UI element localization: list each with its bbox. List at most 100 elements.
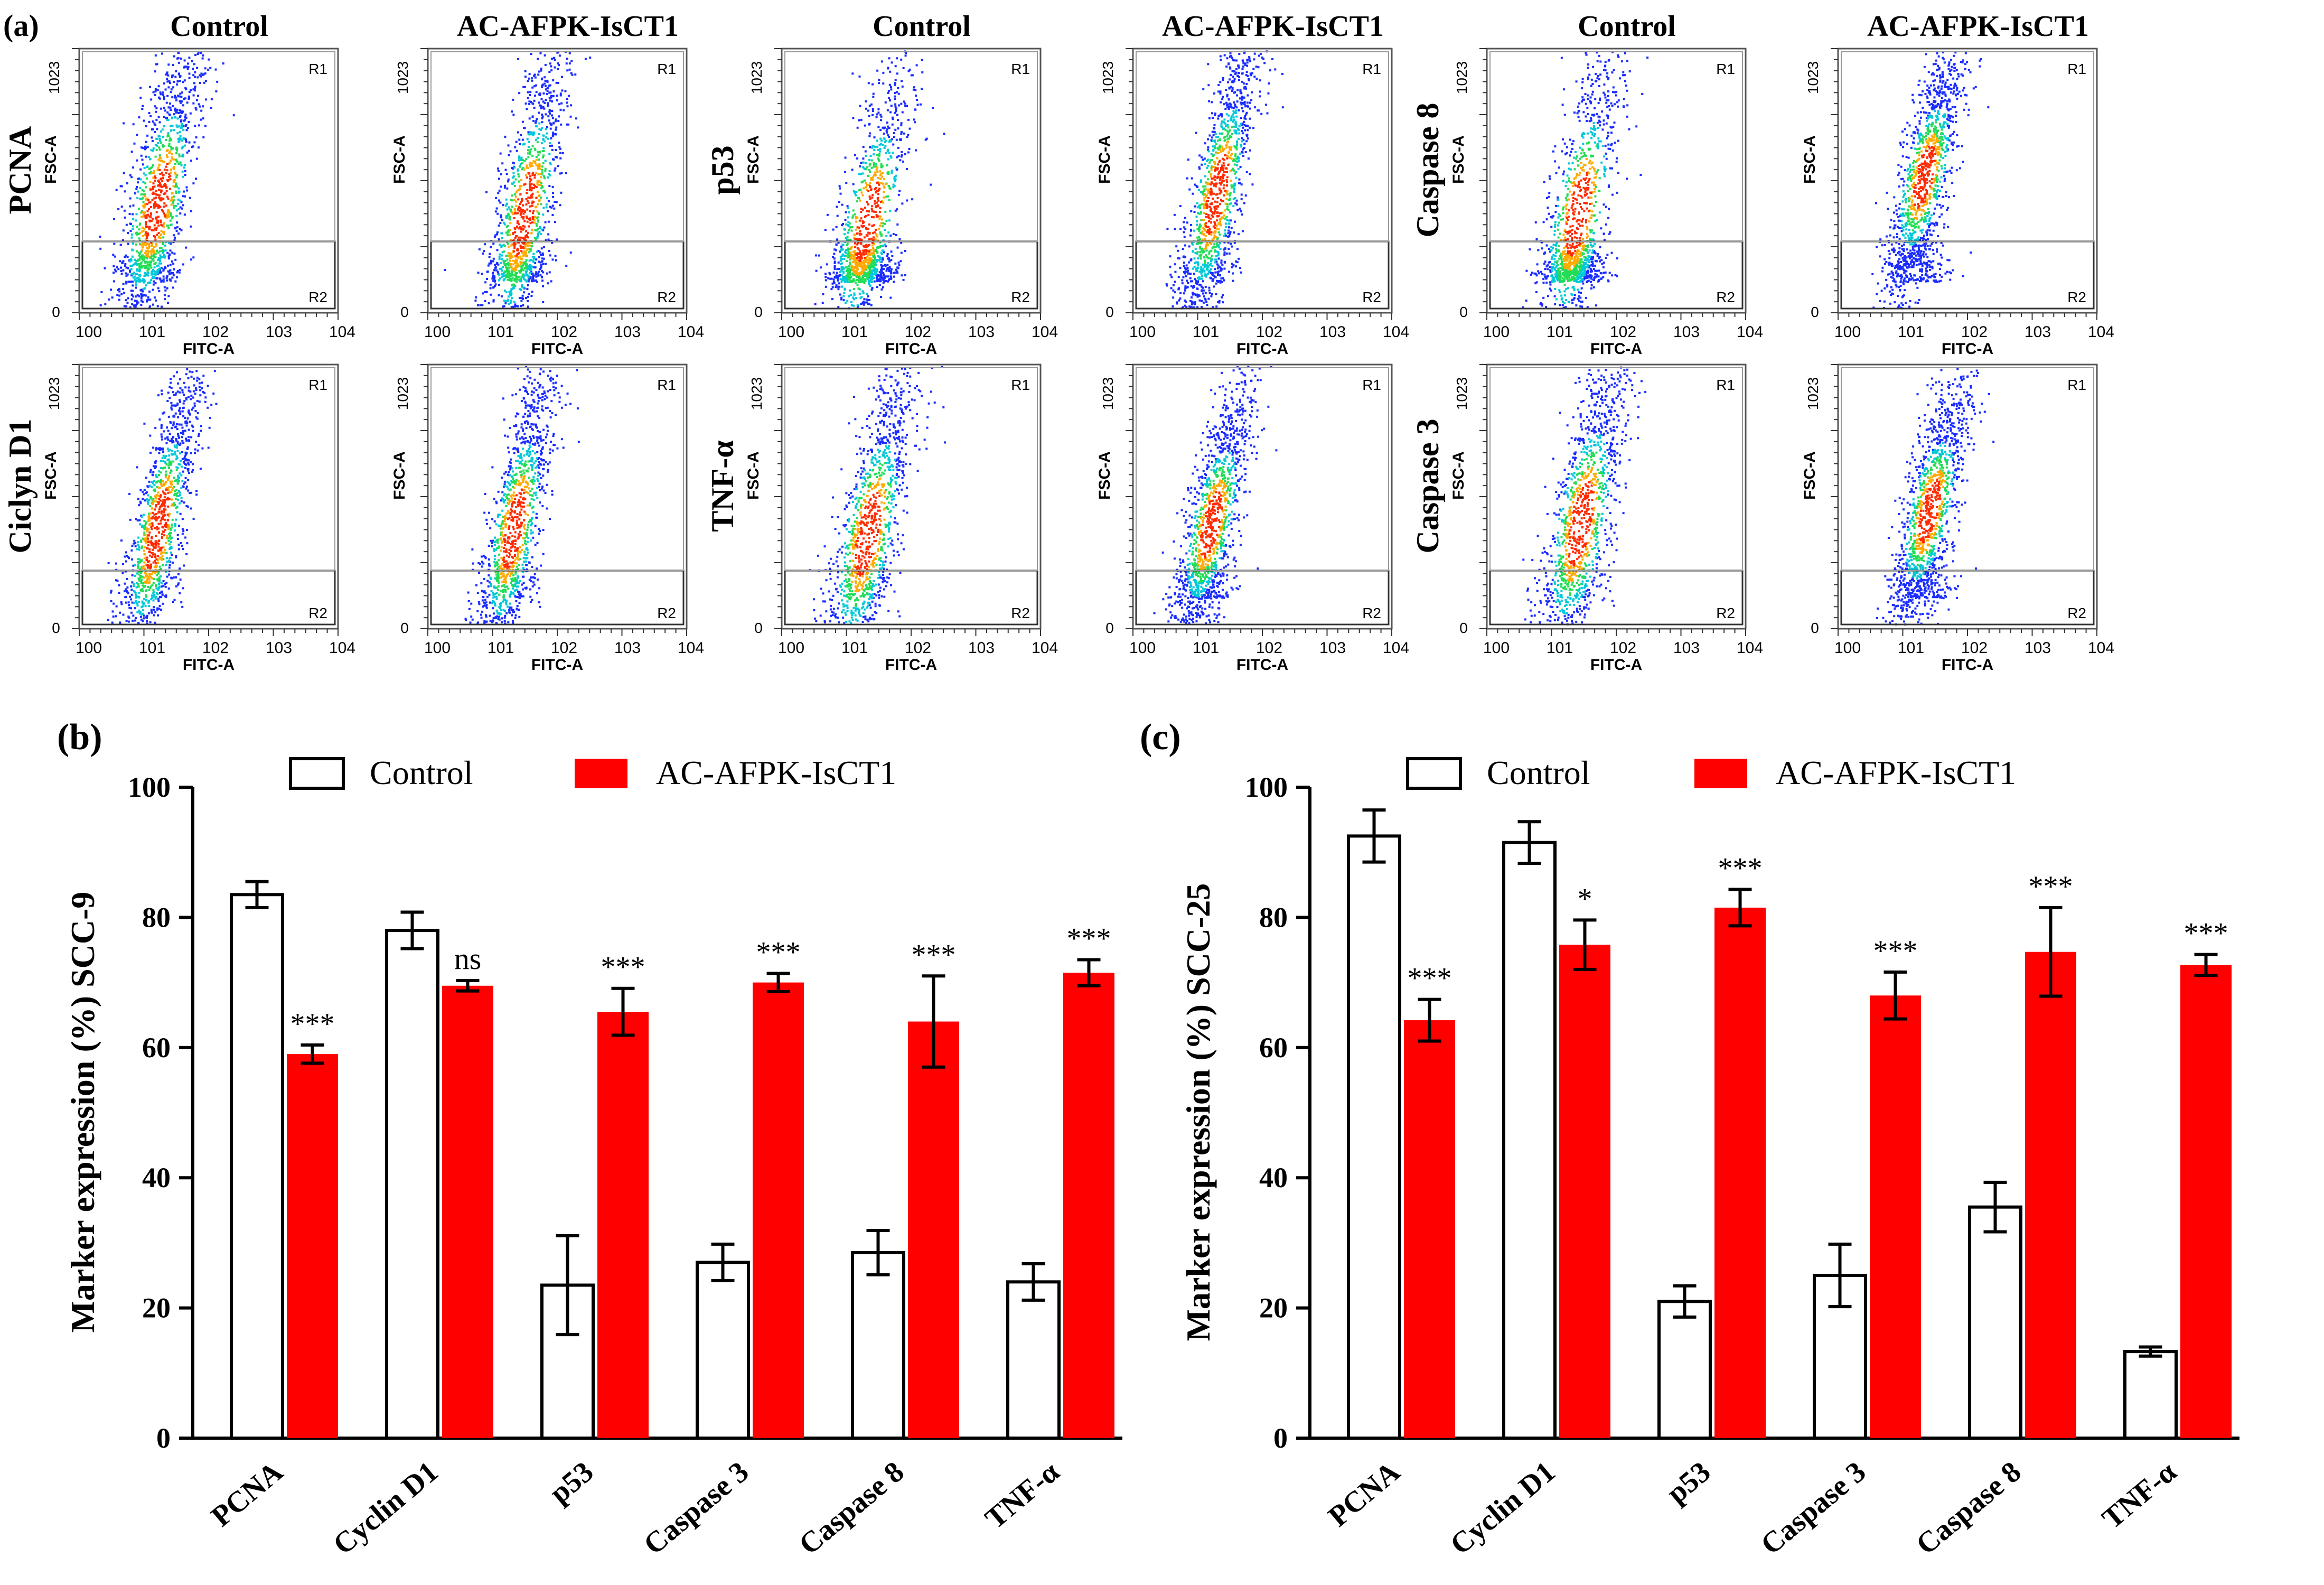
- event-dot: [143, 172, 145, 175]
- event-dot: [870, 304, 873, 306]
- event-dot: [865, 253, 867, 255]
- event-dot: [548, 119, 550, 122]
- event-dot: [889, 111, 892, 114]
- event-dot: [173, 195, 175, 198]
- event-dot: [1193, 273, 1195, 275]
- event-dot: [536, 125, 538, 128]
- event-dot: [1204, 185, 1207, 188]
- event-dot: [1259, 79, 1261, 82]
- event-dot: [522, 212, 525, 215]
- event-dot: [525, 264, 528, 267]
- event-dot: [138, 295, 140, 297]
- event-dot: [204, 125, 207, 127]
- event-dot: [99, 247, 102, 250]
- event-dot: [514, 243, 517, 246]
- event-dot: [152, 91, 155, 94]
- event-dot: [538, 181, 541, 183]
- event-dot: [141, 158, 144, 161]
- event-dot: [824, 273, 827, 275]
- event-dot: [1213, 92, 1216, 95]
- event-dot: [139, 257, 142, 259]
- event-dot: [1226, 95, 1229, 98]
- event-dot: [848, 211, 850, 213]
- event-dot: [867, 249, 870, 252]
- event-dot: [1225, 216, 1228, 219]
- event-dot: [863, 251, 865, 254]
- event-dot: [840, 247, 843, 250]
- event-dot: [911, 198, 914, 201]
- event-dot: [165, 216, 168, 219]
- event-dot: [537, 260, 540, 263]
- event-dot: [525, 203, 528, 206]
- event-dot: [501, 273, 504, 276]
- event-dot: [1241, 102, 1244, 105]
- event-dot: [876, 274, 879, 276]
- event-dot: [496, 249, 499, 251]
- event-dot: [502, 305, 504, 308]
- event-dot: [860, 208, 863, 210]
- event-dot: [863, 187, 865, 190]
- event-dot: [513, 245, 516, 247]
- event-dot: [1203, 228, 1206, 230]
- event-dot: [558, 115, 560, 118]
- event-dot: [1224, 229, 1226, 232]
- event-dot: [555, 148, 557, 151]
- event-dot: [878, 259, 880, 262]
- event-dot: [875, 116, 878, 118]
- event-dot: [845, 251, 847, 254]
- event-dot: [176, 94, 179, 97]
- event-dot: [1211, 130, 1214, 133]
- event-dot: [199, 105, 201, 108]
- event-dot: [1223, 54, 1226, 57]
- event-dot: [881, 172, 884, 174]
- event-dot: [867, 299, 869, 302]
- event-dot: [513, 305, 516, 308]
- event-dot: [170, 199, 172, 202]
- event-dot: [153, 246, 155, 248]
- event-dot: [1194, 278, 1196, 281]
- event-dot: [179, 228, 181, 230]
- event-dot: [1177, 257, 1179, 259]
- event-dot: [859, 233, 861, 236]
- event-dot: [171, 76, 173, 79]
- event-dot: [188, 96, 191, 99]
- event-dot: [502, 221, 505, 224]
- event-dot: [513, 184, 516, 187]
- event-dot: [908, 127, 911, 130]
- region-label-r1: R1: [308, 61, 327, 77]
- event-dot: [126, 273, 129, 276]
- event-dot: [523, 236, 526, 239]
- event-dot: [154, 175, 156, 178]
- event-dot: [848, 270, 850, 273]
- event-dot: [165, 172, 167, 174]
- event-dot: [901, 154, 903, 156]
- event-dot: [880, 201, 883, 203]
- event-dot: [1187, 261, 1190, 264]
- event-dot: [170, 145, 172, 148]
- event-dot: [528, 293, 530, 295]
- event-dot: [131, 303, 134, 305]
- event-dot: [127, 281, 130, 283]
- event-dot: [505, 198, 508, 201]
- event-dot: [523, 127, 526, 129]
- event-dot: [1187, 158, 1189, 161]
- event-dot: [851, 72, 854, 75]
- event-dot: [136, 279, 138, 282]
- event-dot: [163, 193, 165, 195]
- event-dot: [858, 281, 860, 283]
- event-dot: [858, 197, 860, 199]
- event-dot: [833, 248, 836, 251]
- event-dot: [204, 67, 207, 70]
- event-dot: [154, 105, 156, 108]
- event-dot: [886, 122, 888, 124]
- event-dot: [1203, 199, 1206, 202]
- event-dot: [869, 259, 872, 262]
- event-dot: [1238, 160, 1240, 162]
- event-dot: [154, 144, 157, 146]
- event-dot: [523, 238, 526, 240]
- event-dot: [1230, 115, 1233, 118]
- event-dot: [500, 246, 503, 248]
- event-dot: [507, 234, 509, 237]
- event-dot: [890, 105, 893, 107]
- event-dot: [828, 272, 831, 274]
